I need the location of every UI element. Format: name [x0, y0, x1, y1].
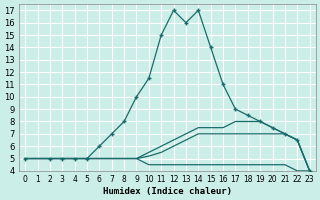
X-axis label: Humidex (Indice chaleur): Humidex (Indice chaleur) — [103, 187, 232, 196]
